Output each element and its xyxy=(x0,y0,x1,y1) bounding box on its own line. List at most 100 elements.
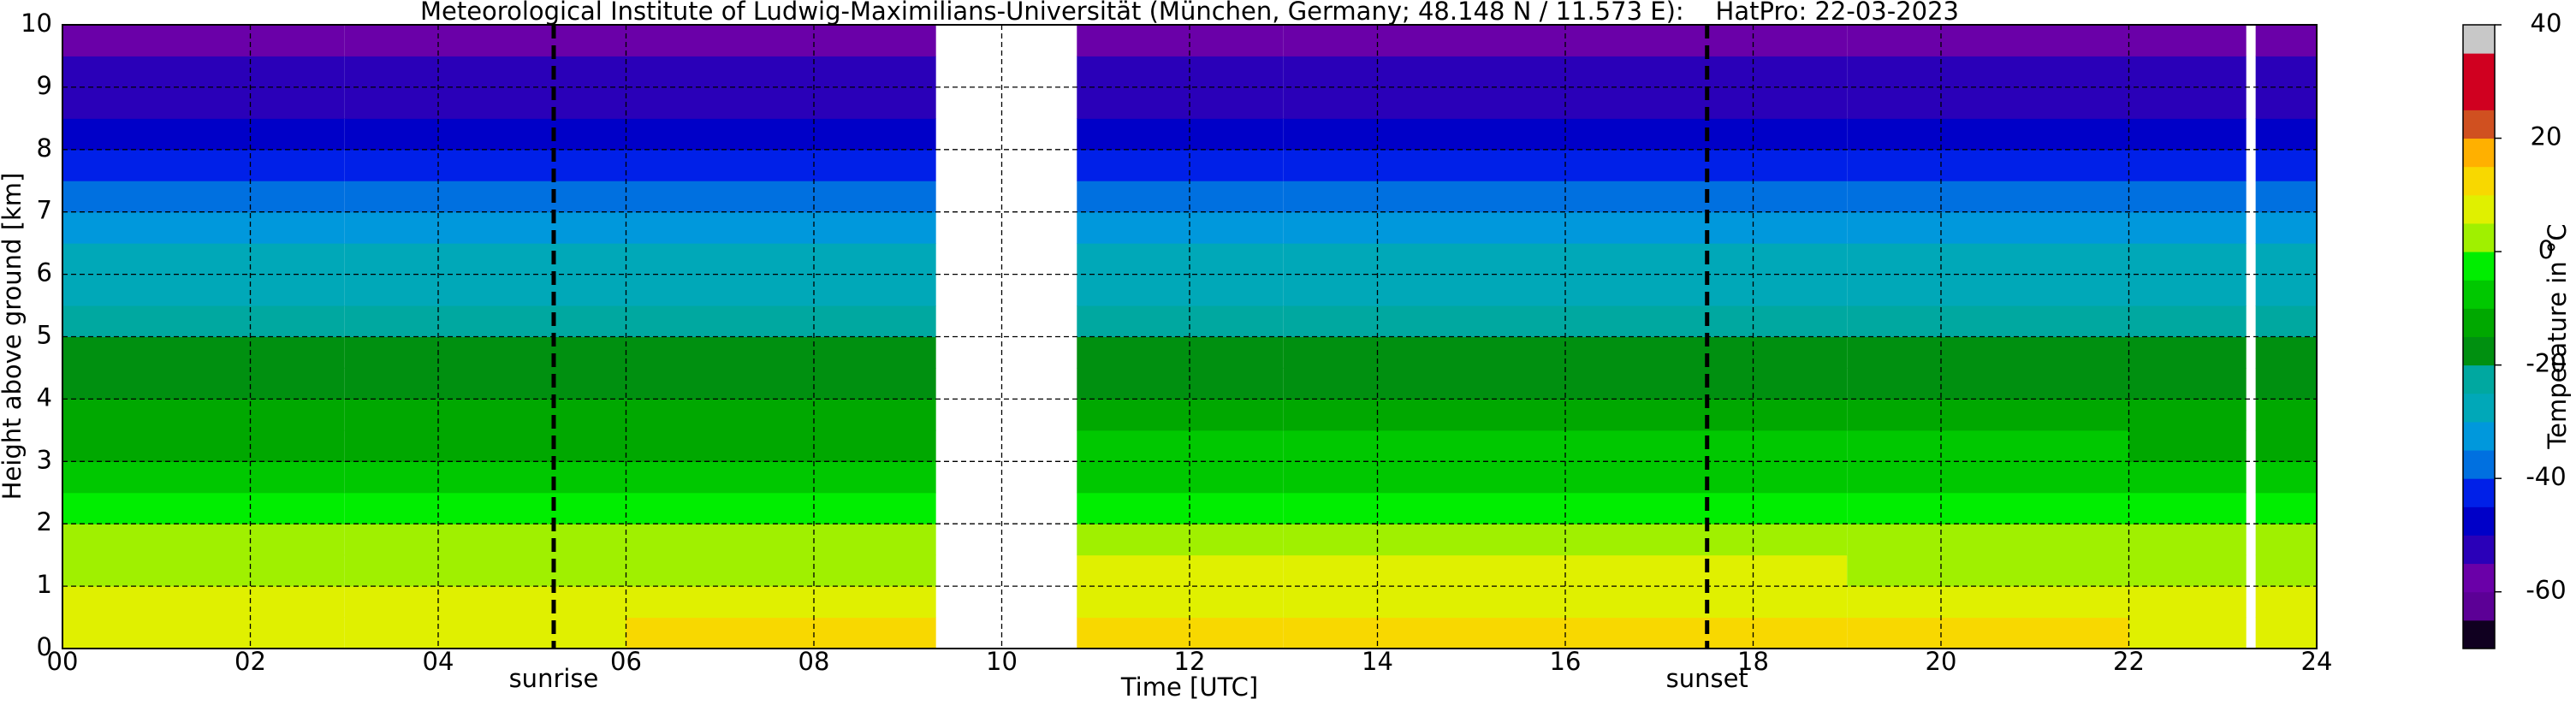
heatmap-cell xyxy=(1847,617,2129,649)
heatmap-cell xyxy=(62,367,345,400)
heatmap-cell xyxy=(2255,56,2317,88)
heatmap-cell xyxy=(62,430,345,462)
heatmap-cell xyxy=(1077,367,1284,400)
colorbar-tick-label: 0 xyxy=(2538,235,2554,264)
heatmap-cell xyxy=(626,56,936,88)
heatmap-cell xyxy=(626,243,936,275)
heatmap-cell xyxy=(1847,554,2129,587)
heatmap-cell xyxy=(2128,399,2247,431)
heatmap-cell xyxy=(62,211,345,244)
heatmap-cell xyxy=(344,149,626,181)
heatmap-cell xyxy=(626,492,936,524)
heatmap-cell xyxy=(2255,492,2317,524)
heatmap-cell xyxy=(2128,211,2247,244)
heatmap-cell xyxy=(62,243,345,275)
heatmap-cell xyxy=(2128,554,2247,587)
colorbar-segment xyxy=(2463,166,2495,196)
heatmap-cell xyxy=(1847,181,2129,213)
y-tick-label: 10 xyxy=(21,9,52,38)
heatmap-cell xyxy=(2128,336,2247,369)
heatmap-cell xyxy=(1283,554,1565,587)
heatmap-cell xyxy=(344,461,626,494)
heatmap-cell xyxy=(1077,554,1284,587)
heatmap-cell xyxy=(626,149,936,181)
heatmap-cell xyxy=(2128,492,2247,524)
heatmap-cell xyxy=(344,336,626,369)
y-tick-label: 1 xyxy=(37,570,52,599)
heatmap-cell xyxy=(626,25,936,56)
heatmap-cell xyxy=(1283,274,1565,306)
x-axis-label: Time [UTC] xyxy=(1120,672,1258,702)
heatmap-cell xyxy=(2255,524,2317,556)
heatmap-cell xyxy=(626,586,936,619)
heatmap-cell xyxy=(626,399,936,431)
heatmap-cell xyxy=(2255,586,2317,619)
y-tick-label: 0 xyxy=(37,632,52,661)
heatmap-cell xyxy=(62,399,345,431)
heatmap-cell xyxy=(1283,399,1565,431)
heatmap-cell xyxy=(1847,586,2129,619)
heatmap-cell xyxy=(62,25,345,56)
heatmap-cell xyxy=(344,524,626,556)
y-tick-label: 3 xyxy=(37,445,52,474)
heatmap-cell xyxy=(344,118,626,151)
chart-title: Meteorological Institute of Ludwig-Maxim… xyxy=(420,0,1959,26)
heatmap-cell xyxy=(62,554,345,587)
heatmap-cell xyxy=(1077,399,1284,431)
heatmap-cell xyxy=(1077,305,1284,337)
heatmap-cell xyxy=(344,211,626,244)
heatmap-cell xyxy=(2255,554,2317,587)
annotation-label: sunset xyxy=(1666,664,1748,693)
heatmap-cell xyxy=(626,367,936,400)
heatmap-cell xyxy=(1283,118,1565,151)
heatmap-cell xyxy=(2255,367,2317,400)
heatmap-cell xyxy=(2128,524,2247,556)
heatmap-cell xyxy=(2255,86,2317,119)
heatmap-cell xyxy=(626,211,936,244)
heatmap-cell xyxy=(2255,181,2317,213)
heatmap-cell xyxy=(1847,118,2129,151)
heatmap-cell xyxy=(1077,149,1284,181)
colorbar-segment xyxy=(2463,563,2495,593)
heatmap-cell xyxy=(62,336,345,369)
x-tick-label: 18 xyxy=(1737,647,1769,676)
x-tick-label: 16 xyxy=(1550,647,1582,676)
heatmap-cell xyxy=(2255,149,2317,181)
colorbar-segment xyxy=(2463,53,2495,82)
y-tick-label: 5 xyxy=(37,321,52,350)
heatmap-cell xyxy=(344,86,626,119)
heatmap-cell xyxy=(62,492,345,524)
x-tick-label: 24 xyxy=(2301,647,2333,676)
heatmap-cell xyxy=(2255,118,2317,151)
heatmap-cell xyxy=(62,274,345,306)
heatmap-cell xyxy=(62,118,345,151)
x-tick-label: 20 xyxy=(1926,647,1957,676)
colorbar-segment xyxy=(2463,450,2495,479)
colorbar-segment xyxy=(2463,222,2495,252)
heatmap-cell xyxy=(62,524,345,556)
heatmap-cell xyxy=(626,617,936,649)
colorbar-tick-label: 40 xyxy=(2531,9,2562,38)
colorbar-segment xyxy=(2463,308,2495,337)
heatmap-cell xyxy=(1283,617,1565,649)
heatmap-cell xyxy=(2128,56,2247,88)
heatmap-cell xyxy=(2255,336,2317,369)
colorbar-tick-label: -40 xyxy=(2526,462,2566,491)
heatmap-cell xyxy=(1847,86,2129,119)
heatmap-cell xyxy=(1283,86,1565,119)
plot-frame xyxy=(62,24,2318,649)
heatmap-cell xyxy=(626,118,936,151)
colorbar-segment xyxy=(2463,194,2495,224)
annotation-label: sunrise xyxy=(509,664,599,693)
heatmap-cell xyxy=(1077,181,1284,213)
y-axis-label: Height above ground [km] xyxy=(0,173,27,501)
y-tick-label: 4 xyxy=(37,382,52,412)
heatmap-cell xyxy=(1847,524,2129,556)
heatmap-cell xyxy=(1077,430,1284,462)
x-tick-label: 14 xyxy=(1362,647,1393,676)
heatmap-cell xyxy=(344,25,626,56)
heatmap-cell xyxy=(626,181,936,213)
heatmap-cell xyxy=(1283,181,1565,213)
x-tick-label: 10 xyxy=(986,647,1018,676)
heatmap-cell xyxy=(1847,274,2129,306)
